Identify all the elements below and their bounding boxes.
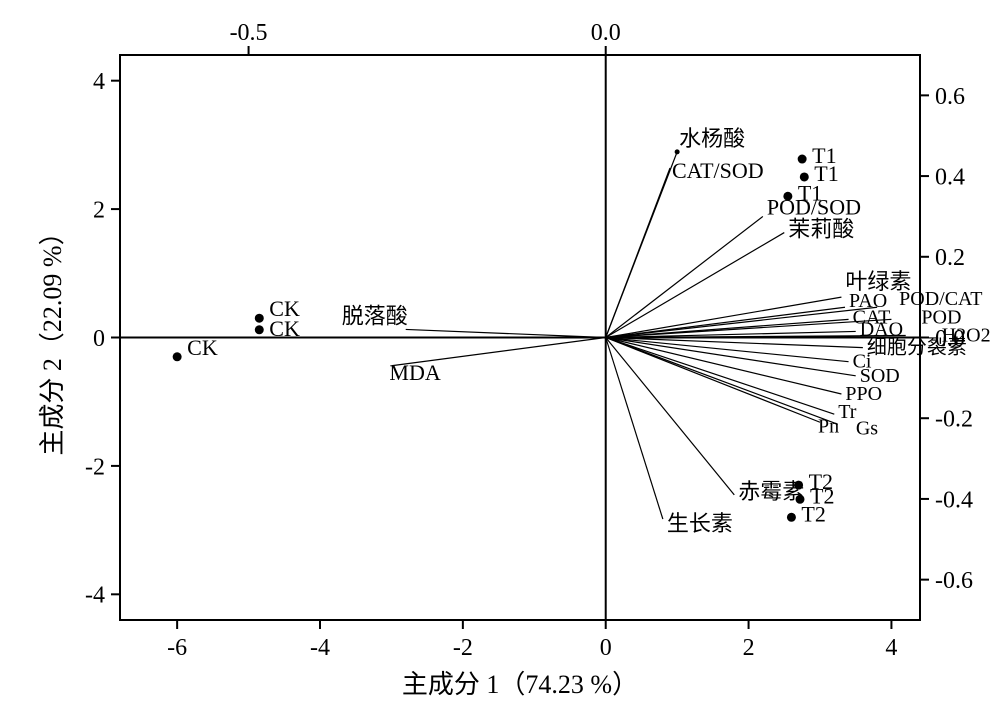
score-point: [783, 192, 792, 201]
svg-text:-4: -4: [310, 635, 330, 661]
svg-text:-0.2: -0.2: [935, 407, 973, 433]
loading-label: 脱落酸: [342, 303, 408, 328]
loading-label: 生长素: [667, 511, 733, 536]
svg-text:-2: -2: [453, 635, 473, 661]
loading-label: Tr: [838, 401, 857, 423]
svg-text:-0.6: -0.6: [935, 568, 973, 594]
chart-svg: -6-4-2024-4-2024-0.50.0-0.6-0.4-0.20.00.…: [0, 0, 1000, 702]
score-label: T1: [798, 180, 822, 205]
loading-label: MDA: [389, 360, 440, 385]
svg-text:4: 4: [885, 635, 897, 661]
score-point: [787, 513, 796, 522]
loading-label: 赤霉素: [738, 479, 804, 504]
svg-text:0: 0: [93, 326, 105, 352]
loading-label: 细胞分裂素: [867, 336, 967, 359]
score-label: T2: [801, 501, 825, 526]
svg-text:-4: -4: [85, 583, 105, 609]
svg-text:2: 2: [743, 635, 755, 661]
pca-biplot: -6-4-2024-4-2024-0.50.0-0.6-0.4-0.20.00.…: [0, 0, 1000, 702]
svg-text:4: 4: [93, 69, 105, 95]
score-label: CK: [269, 316, 300, 341]
score-point: [173, 352, 182, 361]
score-point: [255, 325, 264, 334]
score-label: CK: [187, 335, 218, 360]
y-axis-title: 主成分 2（22.09 %）: [38, 219, 67, 455]
loading-label: CAT/SOD: [672, 158, 764, 183]
svg-text:2: 2: [93, 197, 105, 223]
loading-label: Gs: [856, 417, 878, 439]
svg-text:-6: -6: [167, 635, 187, 661]
svg-text:0.2: 0.2: [935, 245, 965, 271]
svg-text:-0.5: -0.5: [230, 20, 268, 46]
svg-text:0.0: 0.0: [591, 20, 621, 46]
svg-text:0.4: 0.4: [935, 164, 965, 190]
loading-label: 水杨酸: [679, 126, 745, 151]
svg-text:-2: -2: [85, 454, 105, 480]
x-axis-title: 主成分 1（74.23 %）: [402, 670, 638, 699]
score-point: [798, 155, 807, 164]
score-point: [255, 314, 264, 323]
svg-text:-0.4: -0.4: [935, 487, 973, 513]
loading-label: 茉莉酸: [788, 217, 854, 242]
score-point: [794, 481, 803, 490]
svg-text:0: 0: [600, 635, 612, 661]
svg-text:0.6: 0.6: [935, 84, 965, 110]
